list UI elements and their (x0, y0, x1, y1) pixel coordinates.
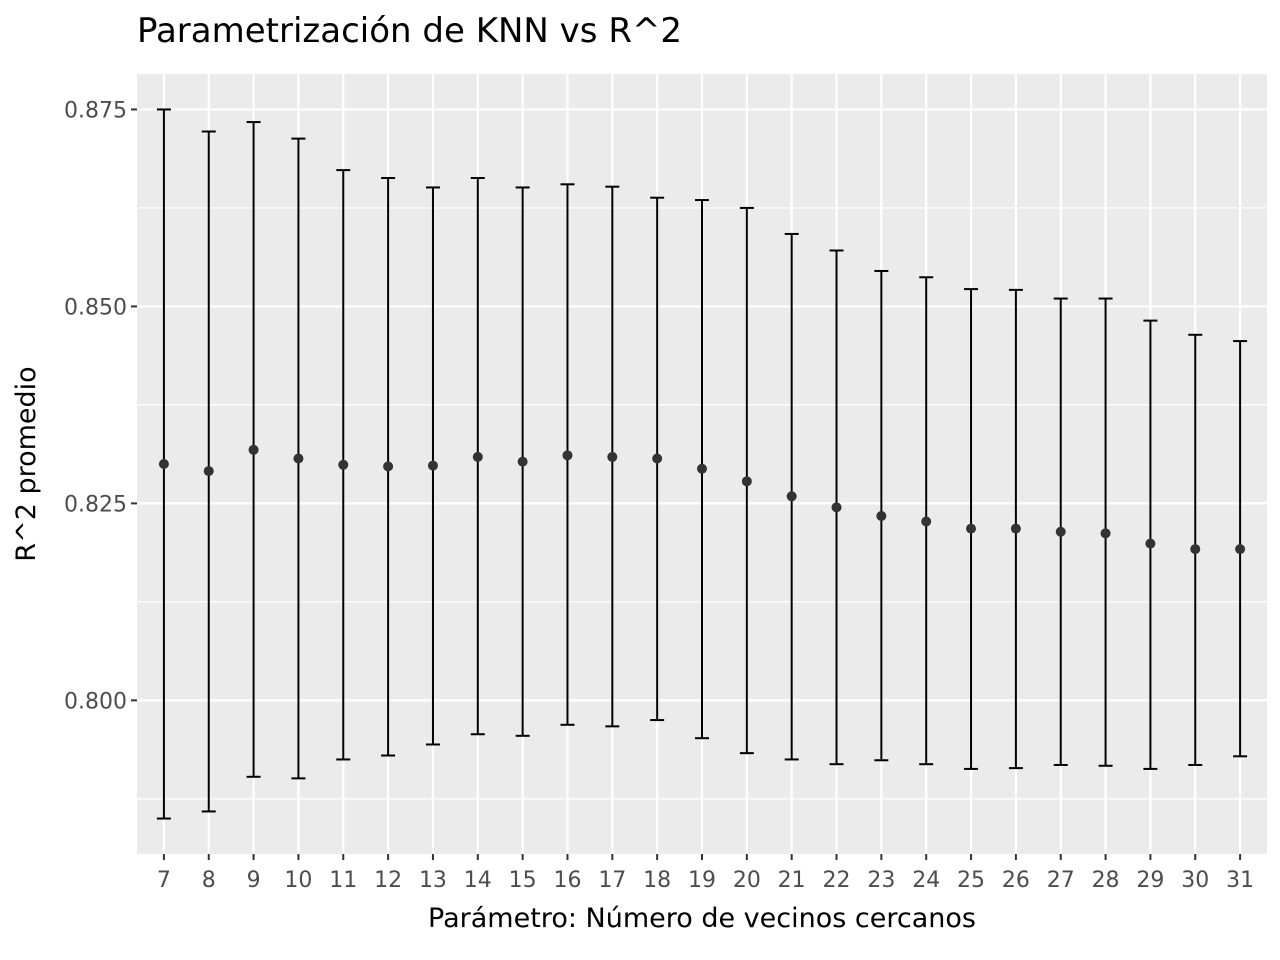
x-tick-label: 26 (1002, 868, 1030, 893)
data-point-24 (921, 516, 932, 527)
chart-title: Parametrización de KNN vs R^2 (137, 11, 682, 51)
x-tick-label: 11 (329, 868, 357, 893)
data-point-12 (383, 461, 394, 472)
x-tick-label: 16 (553, 868, 581, 893)
data-point-16 (562, 450, 573, 461)
x-tick-label: 19 (688, 868, 716, 893)
data-point-26 (1010, 523, 1021, 534)
x-tick-label: 14 (464, 868, 492, 893)
data-points (158, 444, 1246, 555)
data-point-7 (158, 459, 169, 469)
data-point-15 (517, 456, 528, 467)
x-tick-label: 30 (1181, 868, 1209, 893)
data-point-29 (1145, 538, 1156, 549)
data-point-21 (786, 491, 797, 502)
data-point-17 (607, 451, 618, 462)
data-point-13 (427, 460, 438, 471)
data-point-14 (472, 451, 483, 462)
y-axis: 0.800 0.825 0.850 0.875 (64, 98, 137, 714)
data-point-9 (248, 444, 259, 455)
data-point-28 (1100, 528, 1111, 539)
x-tick-label: 31 (1226, 868, 1254, 893)
y-tick-label: 0.850 (64, 295, 127, 320)
data-point-22 (831, 502, 842, 513)
y-tick-label: 0.825 (64, 492, 127, 517)
x-tick-label: 28 (1092, 868, 1120, 893)
x-tick-label: 22 (823, 868, 851, 893)
x-tick-label: 27 (1047, 868, 1075, 893)
x-tick-label: 17 (598, 868, 626, 893)
data-point-19 (697, 463, 707, 474)
y-tick-label: 0.875 (64, 98, 127, 123)
x-tick-label: 13 (419, 868, 447, 893)
x-tick-label: 29 (1136, 868, 1164, 893)
data-point-8 (203, 466, 214, 477)
x-tick-label: 12 (374, 868, 402, 893)
x-tick-label: 24 (912, 868, 940, 893)
data-point-25 (966, 523, 977, 534)
x-tick-label: 8 (202, 868, 216, 893)
x-tick-label: 18 (643, 868, 671, 893)
data-point-11 (338, 459, 349, 470)
x-tick-label: 7 (157, 868, 171, 893)
data-point-20 (741, 476, 752, 487)
y-tick-label: 0.800 (64, 689, 127, 714)
data-point-30 (1190, 544, 1201, 555)
x-tick-label: 15 (509, 868, 537, 893)
y-axis-title: R^2 promedio (11, 366, 42, 561)
x-tick-label: 23 (867, 868, 895, 893)
data-point-18 (652, 453, 663, 464)
x-tick-label: 25 (957, 868, 985, 893)
x-tick-label: 9 (247, 868, 261, 893)
x-axis-title: Parámetro: Número de vecinos cercanos (428, 903, 976, 934)
x-tick-label: 20 (733, 868, 761, 893)
data-point-23 (876, 511, 887, 521)
data-point-10 (293, 453, 304, 464)
x-tick-label: 10 (284, 868, 312, 893)
x-axis: 7 8 9 10 11 12 13 14 15 16 17 18 19 20 21 22 23 24 25 26 27 2… (157, 854, 1254, 893)
data-point-31 (1235, 544, 1246, 555)
x-tick-label: 21 (778, 868, 806, 893)
data-point-27 (1055, 526, 1066, 537)
